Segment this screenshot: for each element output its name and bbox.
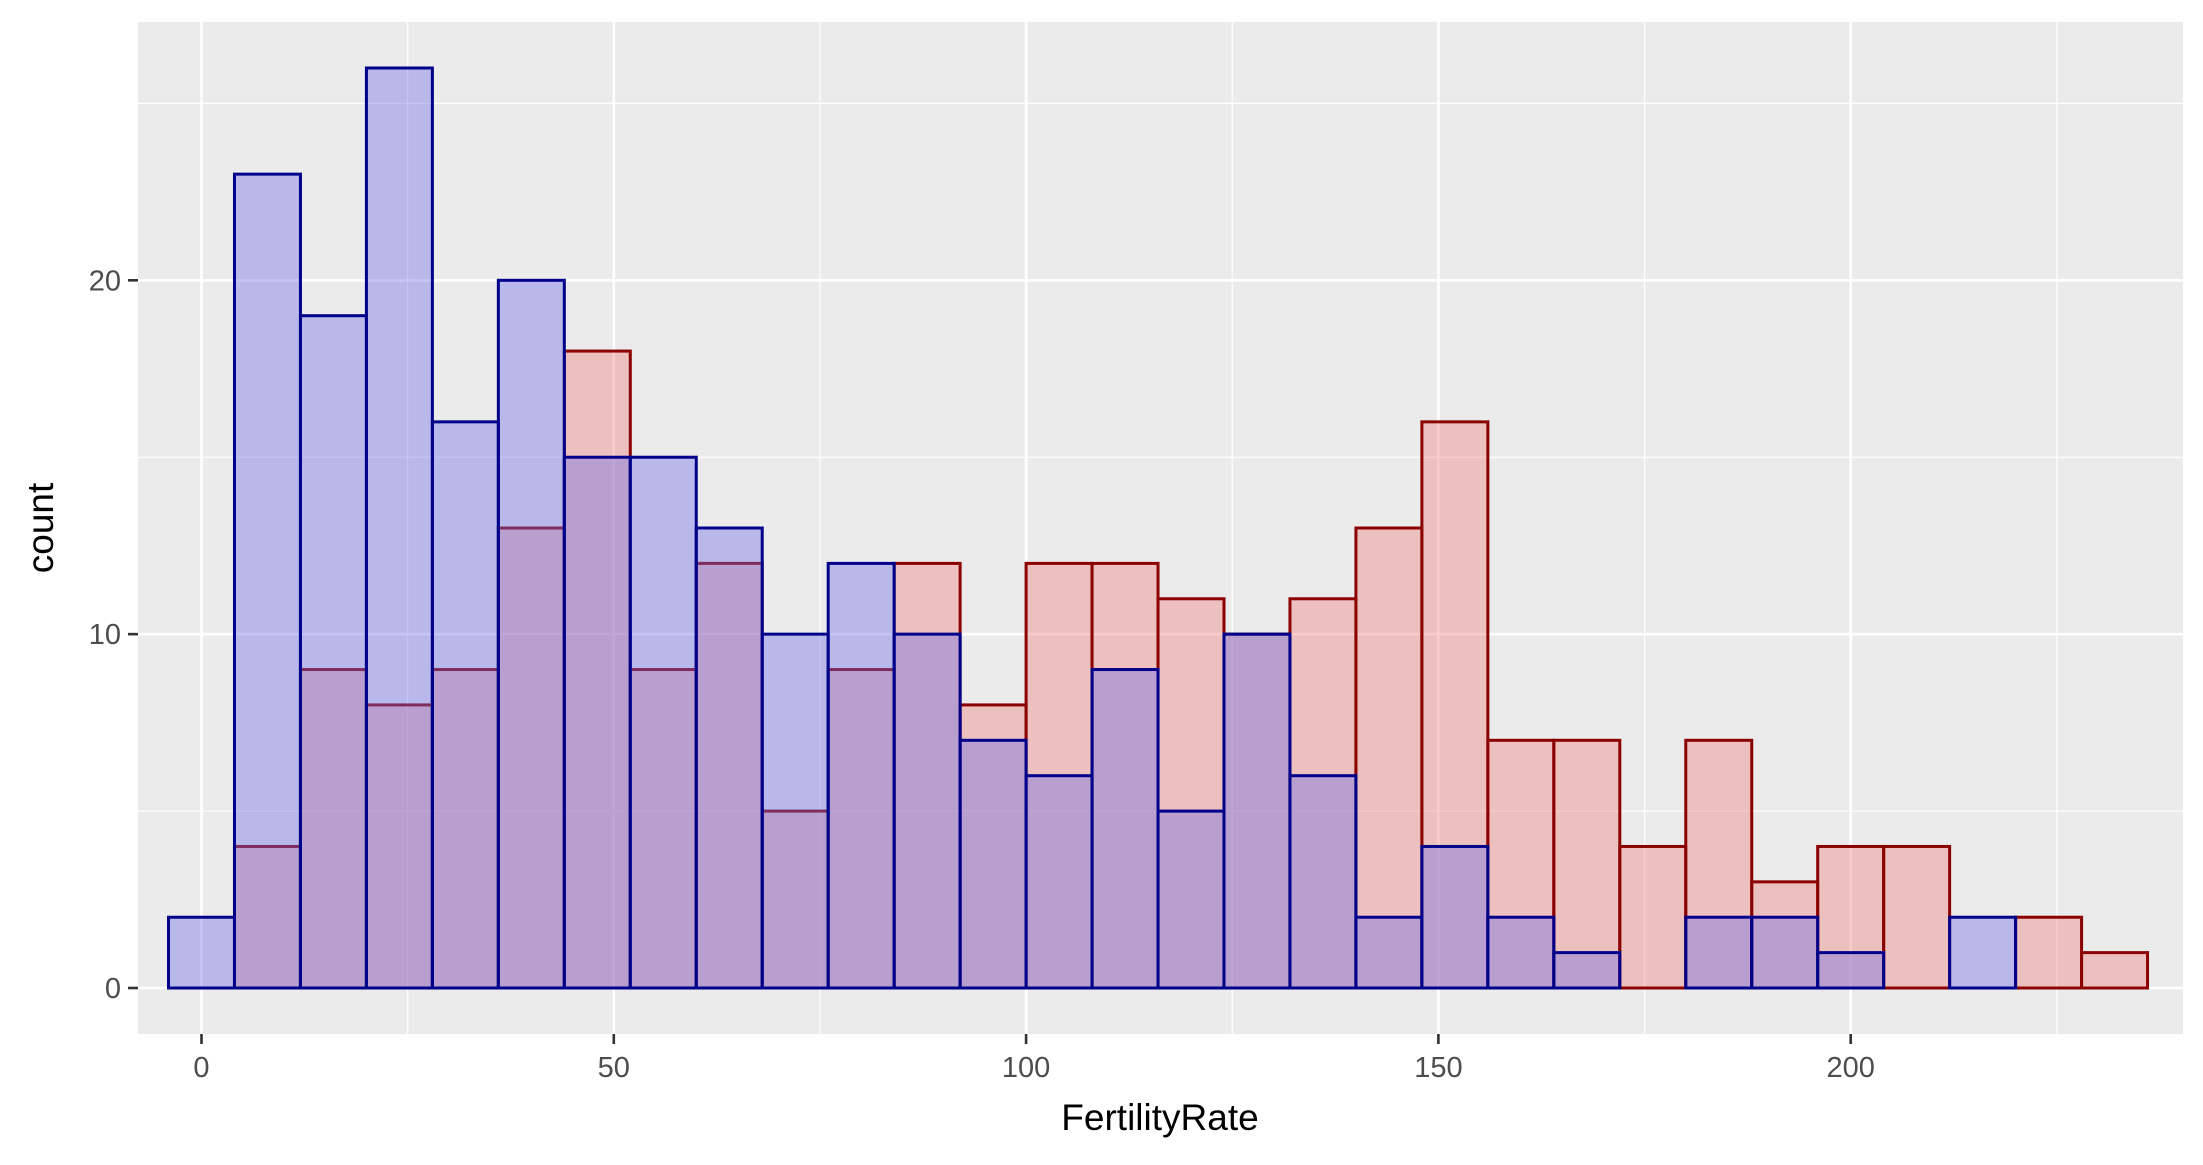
x-axis: 0 50 100 150 200 [193,1034,1875,1084]
histogram-bar [1156,809,1226,990]
histogram-bar [1288,774,1358,990]
panel-background [138,22,2183,1034]
histogram-bar [1684,738,1754,990]
histogram-bar [1750,880,1820,990]
x-tick-label: 150 [1414,1052,1462,1084]
histogram-bar [628,668,698,990]
histogram-bar [760,632,830,990]
histogram-bar [1948,915,2018,990]
y-tick-label: 10 [89,619,121,651]
histogram-bar [167,915,236,990]
x-axis-title: FertilityRate [1061,1097,1258,1138]
histogram-bar [628,455,698,990]
histogram-bar [1420,844,1490,990]
histogram-bar [1816,951,1886,990]
histogram-bar [1024,774,1094,990]
series-red-bars [232,349,2150,990]
histogram-bar [364,66,434,990]
histogram-bar [2014,915,2084,990]
histogram-bar [1090,668,1160,990]
histogram-bar [1552,738,1622,990]
histogram-bar [958,738,1028,990]
histogram-bar [298,668,368,990]
y-axis: 0 10 20 [89,265,138,1005]
histogram-bar [1420,420,1490,990]
series-blue-bars [167,66,2018,990]
y-axis-title: count [20,482,61,573]
histogram-bar [826,668,896,990]
histogram-bar [1222,632,1292,990]
histogram-bar [1552,951,1622,990]
histogram-bar [1618,844,1688,990]
histogram-bar [760,809,830,990]
y-tick-label: 0 [105,973,121,1005]
histogram-bar [496,278,566,990]
histogram-bar [430,420,500,990]
histogram-bar [1354,915,1424,990]
histogram-bar [232,172,302,990]
histogram-bar [364,703,434,990]
histogram-bar [430,668,500,990]
histogram-bar [1486,915,1556,990]
y-tick-label: 20 [89,265,121,297]
x-tick-label: 100 [1002,1052,1050,1084]
histogram-bar [892,632,962,990]
histogram-bar [298,314,368,990]
histogram-bar [826,561,896,990]
histogram-bar [1684,915,1754,990]
histogram-bar [1816,844,1886,990]
histogram-bar [1882,844,1952,990]
histogram-bar [1750,915,1820,990]
histogram-bar [694,526,764,990]
histogram-bar [1090,561,1160,990]
x-tick-label: 0 [193,1052,209,1084]
histogram-bar [1156,597,1226,990]
x-tick-label: 200 [1826,1052,1874,1084]
histogram-bar [2080,951,2150,990]
histogram-bar [562,455,632,990]
histogram-bar [496,526,566,990]
x-tick-label: 50 [598,1052,630,1084]
